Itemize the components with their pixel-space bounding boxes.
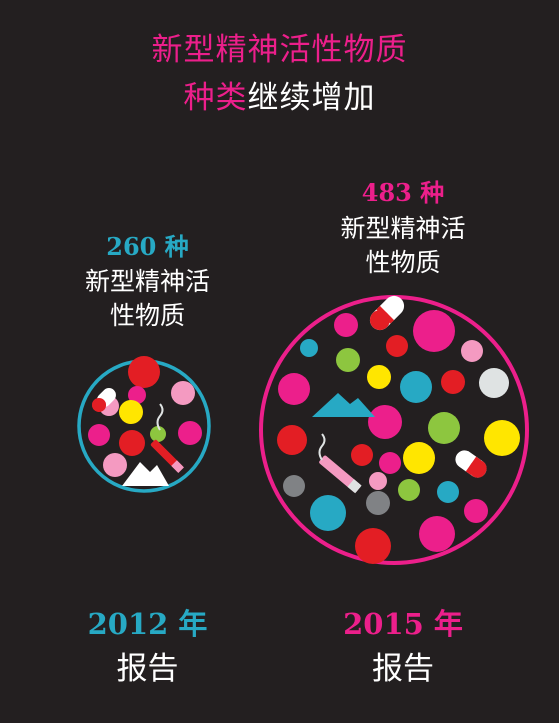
- pill: [178, 421, 202, 445]
- pill: [300, 339, 318, 357]
- pill: [128, 386, 146, 404]
- joint-icon: [319, 455, 362, 494]
- pill: [368, 405, 402, 439]
- report-label-2015: 报告: [372, 651, 434, 687]
- mountain-icon: [312, 393, 375, 417]
- pill: [366, 491, 390, 515]
- pill: [310, 495, 346, 531]
- circle-2015: [259, 295, 529, 565]
- headline-rest: 继续增加: [247, 80, 376, 116]
- pill: [334, 313, 358, 337]
- pill: [103, 453, 127, 477]
- pill: [464, 499, 488, 523]
- pill: [479, 368, 509, 398]
- pill: [171, 381, 195, 405]
- circle-2012: [77, 356, 211, 493]
- pill: [128, 356, 160, 388]
- pill: [369, 472, 387, 490]
- count-2015: 483 种: [361, 178, 445, 207]
- pill: [283, 475, 305, 497]
- pill: [484, 420, 520, 456]
- pill: [398, 479, 420, 501]
- joint-icon: [150, 439, 184, 473]
- report-label-2012: 报告: [116, 651, 179, 687]
- headline-line-2: 种类继续增加: [0, 78, 559, 118]
- pill: [461, 340, 483, 362]
- desc-2015-line-2: 性物质: [365, 248, 441, 277]
- headline-highlight: 种类: [183, 80, 248, 116]
- pill: [351, 444, 373, 466]
- capsule-icon: [92, 388, 116, 412]
- pill: [428, 412, 460, 444]
- desc-2015-line-1: 新型精神活: [340, 214, 466, 243]
- pill: [119, 430, 145, 456]
- headline-line-1: 新型精神活性物质: [151, 32, 408, 68]
- pill: [441, 370, 465, 394]
- desc-2012-line-2: 性物质: [109, 301, 185, 330]
- pill: [278, 373, 310, 405]
- pill: [336, 348, 360, 372]
- capsule-icon: [369, 295, 405, 331]
- capsule-icon: [455, 450, 487, 478]
- pill: [437, 481, 459, 503]
- pill: [88, 424, 110, 446]
- pill: [367, 365, 391, 389]
- count-2012: 260 种: [106, 232, 189, 261]
- pill: [355, 528, 391, 564]
- mountain-icon: [122, 462, 169, 486]
- pill: [150, 426, 166, 442]
- pill: [413, 310, 455, 352]
- year-2015: 2015 年: [343, 607, 463, 641]
- pill: [379, 452, 401, 474]
- smoke-icon: [156, 403, 164, 431]
- smoke-icon: [318, 433, 326, 461]
- pill: [419, 516, 455, 552]
- pill: [386, 335, 408, 357]
- pill: [277, 425, 307, 455]
- year-2012: 2012 年: [87, 607, 208, 641]
- pill: [400, 371, 432, 403]
- pill: [403, 442, 435, 474]
- pill: [119, 400, 143, 424]
- desc-2012-line-1: 新型精神活: [84, 267, 210, 296]
